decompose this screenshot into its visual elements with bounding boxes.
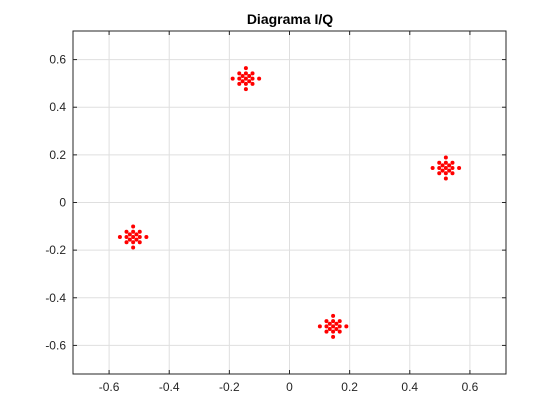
data-point <box>324 319 329 324</box>
data-point <box>131 235 136 240</box>
y-tick-label: 0.6 <box>49 53 66 67</box>
data-point <box>324 324 329 329</box>
x-tick-label: 0.4 <box>401 380 418 394</box>
y-tick-label: 0.2 <box>49 148 66 162</box>
data-point <box>450 160 455 165</box>
data-point <box>117 235 122 240</box>
data-point <box>443 155 448 160</box>
data-point <box>447 163 452 168</box>
data-point <box>443 176 448 181</box>
data-point <box>450 171 455 176</box>
data-point <box>327 326 332 331</box>
data-point <box>331 334 336 339</box>
data-point <box>137 229 142 234</box>
data-point <box>334 326 339 331</box>
data-point <box>450 165 455 170</box>
data-point <box>124 229 129 234</box>
y-tick-label: -0.6 <box>45 338 66 352</box>
data-point <box>437 160 442 165</box>
x-tick-label: 0 <box>286 380 293 394</box>
data-point <box>247 74 252 79</box>
data-point <box>240 74 245 79</box>
data-point <box>137 235 142 240</box>
data-point <box>440 168 445 173</box>
x-tick-label: -0.2 <box>219 380 240 394</box>
data-point <box>247 79 252 84</box>
data-point <box>344 324 349 329</box>
data-point <box>443 160 448 165</box>
data-point <box>237 71 242 76</box>
data-point <box>337 319 342 324</box>
data-point <box>124 235 129 240</box>
grid-layer <box>73 31 506 374</box>
chart-title: Diagrama I/Q <box>247 11 333 27</box>
data-point <box>327 321 332 326</box>
data-point <box>243 66 248 71</box>
data-point <box>447 168 452 173</box>
data-point <box>334 321 339 326</box>
data-point <box>137 240 142 245</box>
data-point <box>131 229 136 234</box>
x-tick-label: -0.4 <box>159 380 180 394</box>
data-point <box>437 165 442 170</box>
data-point <box>337 329 342 334</box>
data-point <box>257 76 262 81</box>
data-point <box>331 313 336 318</box>
data-point <box>250 81 255 86</box>
data-point <box>243 81 248 86</box>
data-point <box>127 232 132 237</box>
data-point <box>127 237 132 242</box>
data-point <box>144 235 149 240</box>
tick-layer: -0.6 -0.4 -0.2 0 0.2 0.4 0.6 -0.6 -0.4 -0.2 0 0.2 0.… <box>45 31 506 394</box>
data-point <box>250 71 255 76</box>
y-tick-label: 0 <box>59 196 66 210</box>
y-tick-label: 0.4 <box>49 100 66 114</box>
data-point <box>331 324 336 329</box>
data-point <box>430 165 435 170</box>
data-point <box>243 76 248 81</box>
data-point <box>131 245 136 250</box>
data-point <box>337 324 342 329</box>
x-tick-label: -0.6 <box>99 380 120 394</box>
data-point <box>134 237 139 242</box>
data-point <box>443 165 448 170</box>
data-point <box>443 171 448 176</box>
data-points <box>117 66 462 339</box>
x-tick-label: 0.2 <box>341 380 358 394</box>
data-point <box>131 224 136 229</box>
x-tick-label: 0.6 <box>462 380 479 394</box>
data-point <box>457 165 462 170</box>
data-point <box>437 171 442 176</box>
y-tick-label: -0.2 <box>45 243 66 257</box>
y-tick-label: -0.4 <box>45 291 66 305</box>
data-point <box>440 163 445 168</box>
data-point <box>243 71 248 76</box>
data-point <box>250 76 255 81</box>
data-point <box>331 319 336 324</box>
data-point <box>243 87 248 92</box>
data-point <box>237 81 242 86</box>
data-point <box>317 324 322 329</box>
data-point <box>134 232 139 237</box>
data-point <box>240 79 245 84</box>
data-point <box>131 240 136 245</box>
data-point <box>237 76 242 81</box>
data-point <box>324 329 329 334</box>
data-point <box>124 240 129 245</box>
data-point <box>230 76 235 81</box>
data-point <box>331 329 336 334</box>
